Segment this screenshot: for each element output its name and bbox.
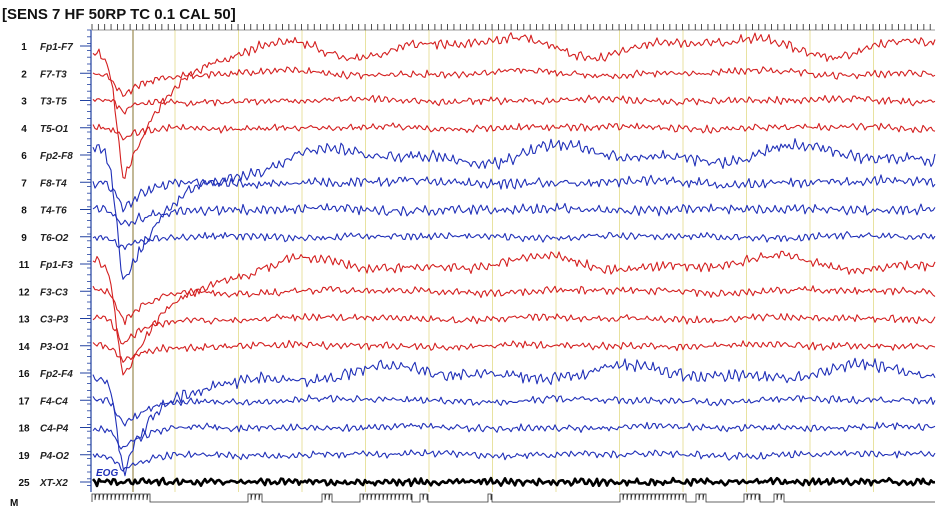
channel-label: P4-O2 xyxy=(40,451,69,462)
marker-trace xyxy=(91,493,935,503)
trace-f7-t3 xyxy=(92,66,936,97)
trace-f3-c3 xyxy=(92,285,936,326)
channel-number: 6 xyxy=(21,151,27,162)
channel-axis xyxy=(87,29,92,492)
channel-label: XT-X2 xyxy=(39,478,68,489)
channel-label: C4-P4 xyxy=(40,424,69,435)
channel-label: T5-O1 xyxy=(40,124,69,135)
channel-number: 8 xyxy=(21,206,27,217)
channel-label: Fp1-F7 xyxy=(40,42,73,53)
channel-number: 3 xyxy=(21,97,27,108)
trace-c4-p4 xyxy=(92,421,936,450)
channel-label: Fp2-F4 xyxy=(40,369,73,380)
trace-c3-p3 xyxy=(92,312,936,345)
channel-label: Fp2-F8 xyxy=(40,151,73,162)
channel-label: P3-O1 xyxy=(40,342,69,353)
channel-number: 16 xyxy=(18,369,30,380)
marker-channel-label: M xyxy=(10,498,18,508)
channel-labels: 1 Fp1-F7 2 F7-T3 3 T3-T5 4 T5-O1 6 Fp2-F8 7 F8-T4 8 T… xyxy=(18,42,91,489)
trace-fp2-f4 xyxy=(92,357,936,477)
channel-number: 9 xyxy=(21,233,27,244)
channel-number: 2 xyxy=(21,69,27,80)
channel-label: C3-P3 xyxy=(40,315,69,326)
header-settings: [SENS 7 HF 50RP TC 0.1 CAL 50] xyxy=(2,6,236,23)
channel-label: T3-T5 xyxy=(40,97,67,108)
trace-t4-t6 xyxy=(92,202,936,227)
channel-label: F7-T3 xyxy=(40,69,67,80)
trace-fp1-f3 xyxy=(92,250,936,376)
channel-label: F8-T4 xyxy=(40,178,67,189)
trace-t3-t5 xyxy=(92,94,936,115)
trace-fp2-f8 xyxy=(92,138,936,280)
channel-number: 1 xyxy=(21,42,27,53)
trace-t6-o2 xyxy=(92,231,936,251)
channel-label: F3-C3 xyxy=(40,287,68,298)
eeg-traces xyxy=(91,32,936,488)
channel-label: T6-O2 xyxy=(40,233,69,244)
channel-number: 7 xyxy=(21,178,27,189)
channel-number: 4 xyxy=(21,124,27,135)
channel-number: 11 xyxy=(19,260,30,271)
trace-p4-o2 xyxy=(92,449,936,472)
channel-number: 13 xyxy=(18,315,30,326)
channel-number: 18 xyxy=(18,424,30,435)
channel-number: 17 xyxy=(18,396,30,407)
channel-number: 14 xyxy=(18,342,30,353)
trace-xt-x2 xyxy=(91,476,936,488)
channel-label: T4-T6 xyxy=(40,206,67,217)
trace-fp1-f7 xyxy=(92,32,936,179)
channel-label: F4-C4 xyxy=(40,396,68,407)
eog-label: EOG xyxy=(96,468,118,479)
channel-number: 19 xyxy=(18,451,30,462)
trace-p3-o1 xyxy=(92,339,936,363)
channel-number: 25 xyxy=(18,478,30,489)
trace-f8-t4 xyxy=(92,174,936,213)
trace-t5-o1 xyxy=(92,122,936,141)
channel-number: 12 xyxy=(18,287,30,298)
trace-f4-c4 xyxy=(92,394,936,427)
channel-label: Fp1-F3 xyxy=(40,260,73,271)
marker-channel xyxy=(91,493,935,503)
